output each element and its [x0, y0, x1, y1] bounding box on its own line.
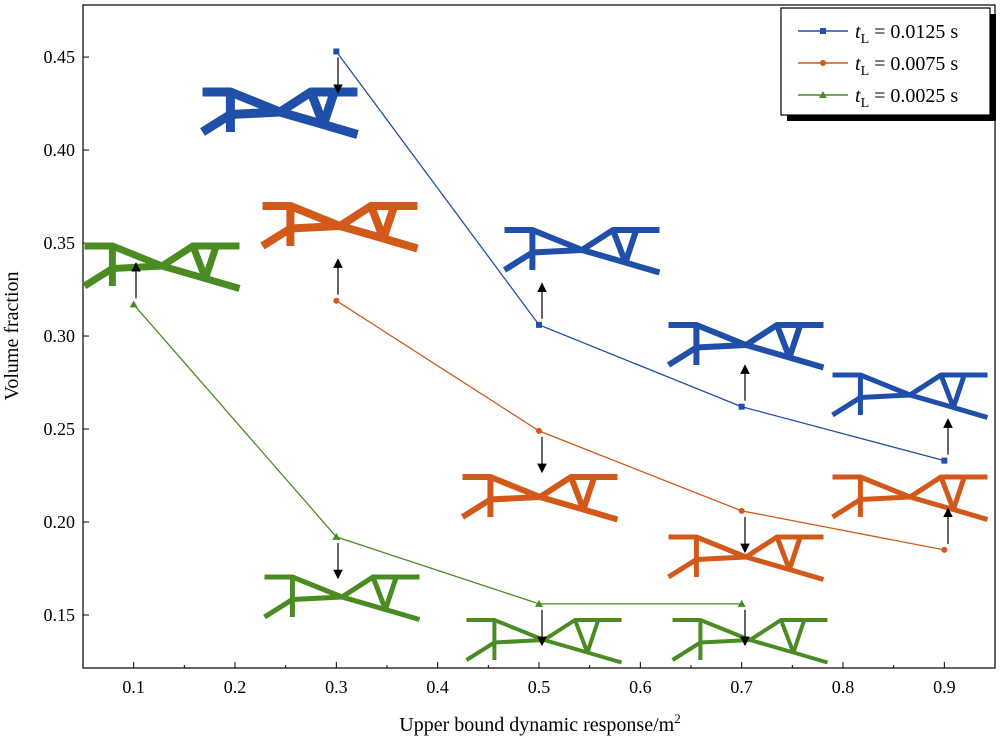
legend-label: tL = 0.0025 s: [855, 85, 958, 111]
data-point: [737, 599, 746, 607]
legend-label: tL = 0.0125 s: [855, 21, 958, 47]
structure-member: [791, 619, 807, 654]
series-line-0: [335, 51, 945, 462]
structure-member: [319, 90, 339, 126]
structure-member: [460, 494, 619, 523]
topology-structure-image: [263, 574, 421, 622]
y-tick-label: 0.20: [44, 512, 76, 532]
y-axis-label: Volume fraction: [1, 271, 23, 400]
structure-member: [938, 476, 956, 511]
structure-member: [666, 342, 825, 371]
structure-member: [610, 228, 629, 264]
x-tick-label: 0.8: [832, 677, 855, 697]
topology-structure-image: [465, 618, 623, 665]
x-tick-label: 0.9: [933, 677, 956, 697]
structure-member: [379, 204, 399, 240]
structure-member: [951, 374, 967, 409]
structure-member: [938, 374, 956, 409]
topology-structure-image: [200, 87, 359, 139]
topology-structure-image: [502, 227, 661, 276]
topology-structure-image: [460, 474, 619, 523]
data-point: [129, 300, 138, 308]
y-tick-label: 0.45: [44, 47, 76, 67]
y-tick-label: 0.35: [44, 233, 76, 253]
data-point: [535, 599, 543, 607]
structure-member: [622, 229, 640, 264]
data-point: [536, 321, 542, 328]
structure-member: [774, 323, 793, 359]
structure-member: [202, 244, 220, 280]
legend-marker: [819, 91, 827, 98]
y-tick-label: 0.30: [44, 326, 76, 346]
topology-structure-image: [671, 618, 829, 665]
topology-structure-image: [831, 372, 989, 420]
structure-member: [263, 594, 421, 622]
data-point: [941, 457, 948, 464]
structure-member: [383, 576, 399, 611]
x-tick-label: 0.5: [528, 677, 551, 697]
x-tick-label: 0.6: [629, 677, 652, 697]
x-tick-label: 0.1: [122, 677, 145, 697]
topology-structure-image: [260, 202, 419, 253]
data-point: [536, 427, 542, 434]
structure-member: [831, 392, 989, 420]
y-tick-label: 0.15: [44, 605, 76, 625]
structure-member: [568, 475, 587, 511]
structure-member: [585, 619, 601, 654]
x-tick-label: 0.3: [325, 677, 348, 697]
structure-member: [82, 262, 241, 292]
structure-member: [774, 536, 792, 571]
legend-box: [780, 7, 991, 116]
x-tick-label: 0.4: [426, 677, 449, 697]
x-axis-label: Upper bound dynamic response/m2: [399, 711, 680, 736]
structure-member: [189, 244, 209, 280]
topology-structure-image: [82, 242, 241, 292]
x-tick-label: 0.2: [224, 677, 247, 697]
data-point: [738, 507, 745, 514]
structure-member: [580, 476, 598, 511]
structure-member: [951, 476, 967, 511]
y-tick-label: 0.40: [44, 140, 76, 160]
legend-label: tL = 0.0075 s: [855, 53, 958, 79]
structure-member: [831, 494, 989, 522]
structure-member: [200, 107, 359, 139]
topology-structure-image: [667, 534, 825, 582]
structure-member: [787, 536, 803, 571]
structure-member: [573, 619, 590, 654]
series-line-2: [133, 303, 742, 605]
y-tick-label: 0.25: [44, 419, 76, 439]
data-point: [333, 297, 340, 304]
structure-member: [465, 638, 623, 665]
structure-member: [260, 222, 419, 253]
structure-member: [786, 324, 804, 359]
x-tick-label: 0.7: [730, 677, 753, 697]
legend-marker: [820, 60, 826, 66]
structure-member: [667, 554, 825, 582]
structure-member: [502, 247, 661, 276]
legend-marker: [820, 28, 826, 34]
topology-structure-image: [666, 322, 825, 371]
data-point: [333, 48, 340, 55]
structure-member: [779, 619, 796, 654]
structure-member: [370, 576, 388, 611]
structure-member: [671, 638, 829, 665]
data-point: [332, 532, 341, 540]
data-point: [941, 546, 948, 553]
topology-structure-image: [831, 474, 989, 522]
data-point: [738, 403, 745, 410]
series-line-1: [335, 300, 945, 551]
